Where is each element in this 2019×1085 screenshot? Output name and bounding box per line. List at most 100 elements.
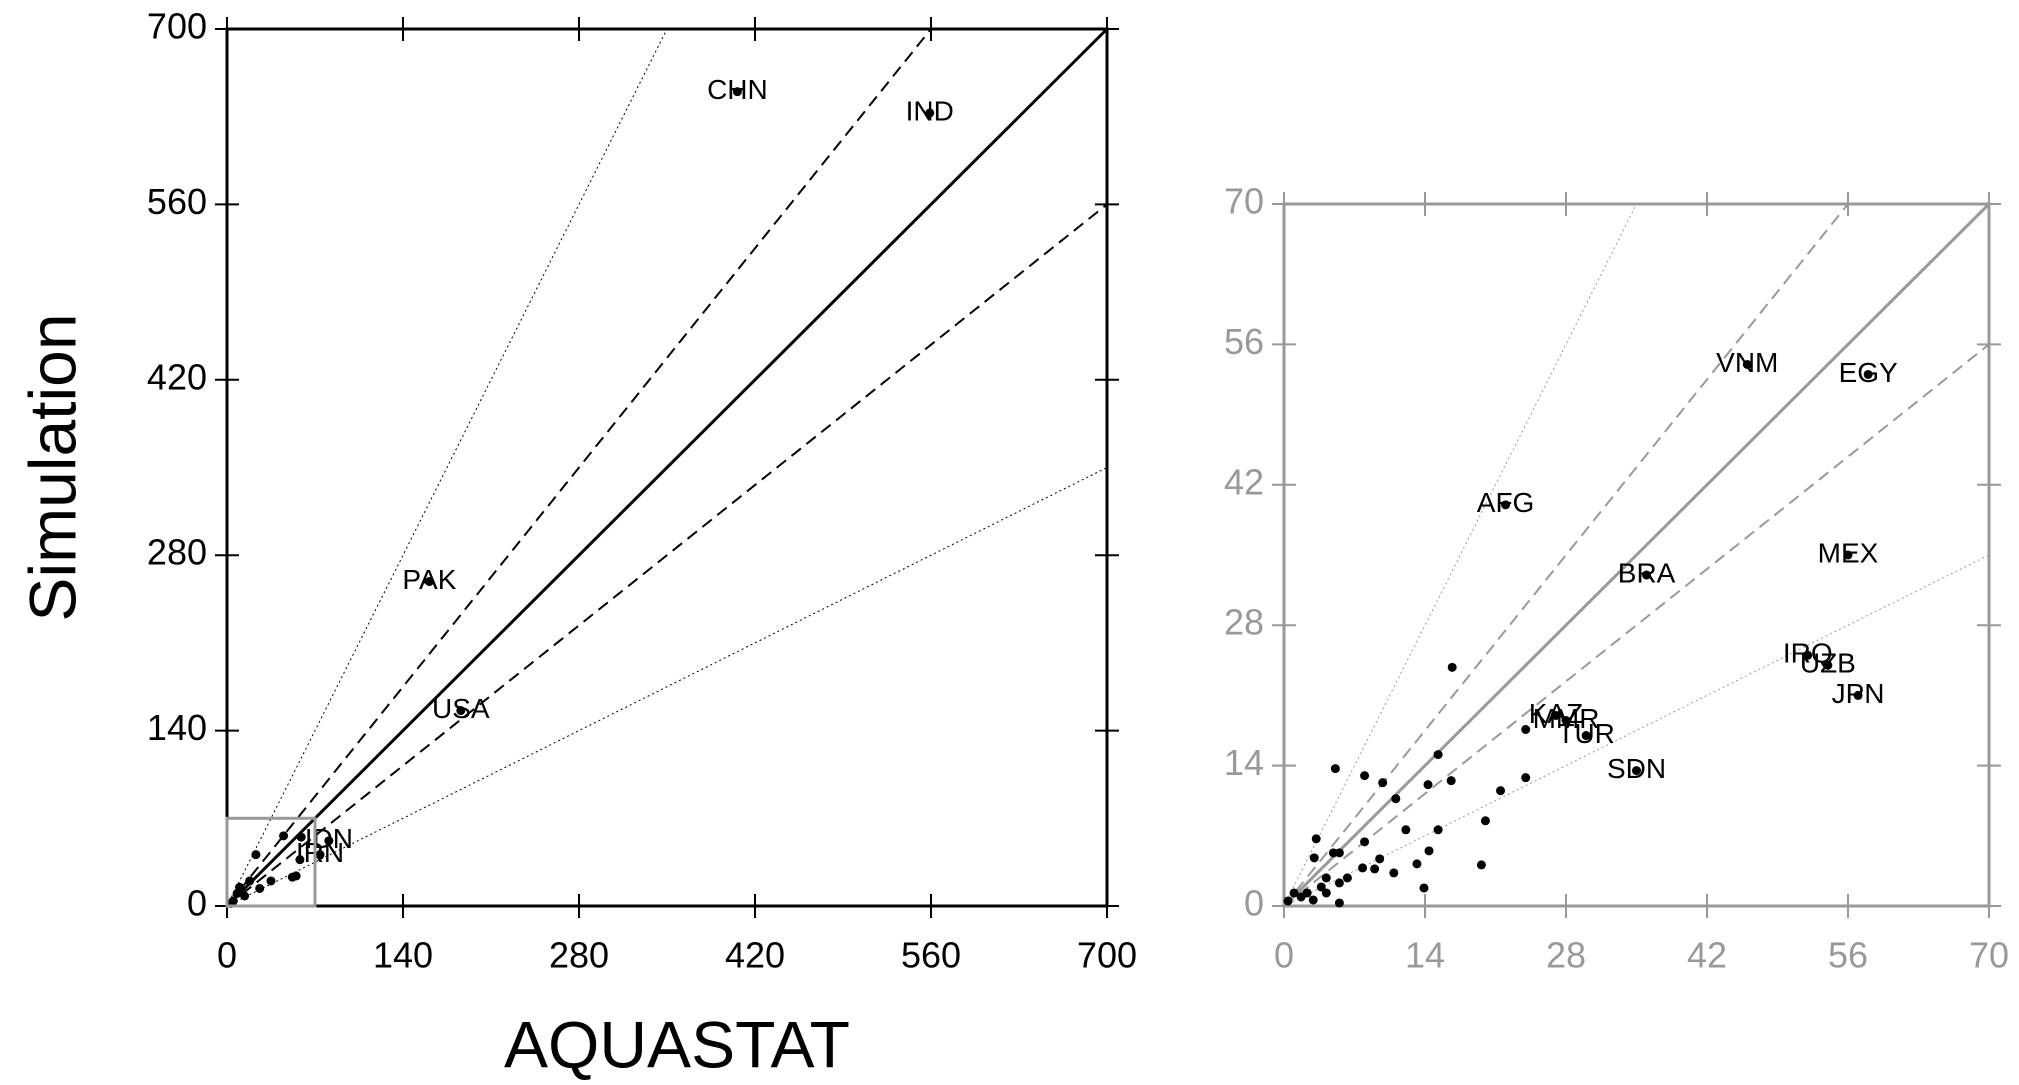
point-label: IND xyxy=(906,95,954,126)
y-axis-title: Simulation xyxy=(15,313,89,621)
y-tick-label: 700 xyxy=(147,6,207,47)
point xyxy=(279,831,289,841)
y-tick-label: 0 xyxy=(187,883,207,924)
x-tick-label: 28 xyxy=(1546,935,1586,976)
point xyxy=(1370,864,1380,874)
x-tick-label: 56 xyxy=(1828,935,1868,976)
plot-frame xyxy=(225,27,1109,908)
point xyxy=(1521,773,1531,783)
y-tick-label: 560 xyxy=(147,181,207,222)
point xyxy=(1308,895,1318,905)
point-label: MEX xyxy=(1818,537,1879,568)
point xyxy=(1289,888,1299,898)
point xyxy=(1476,860,1486,870)
x-axis-title: AQUASTAT xyxy=(504,1007,850,1081)
reference-line xyxy=(1283,203,1637,907)
point xyxy=(1328,848,1338,858)
reference-line xyxy=(225,27,1109,908)
point xyxy=(266,876,276,886)
y-tick-label: 14 xyxy=(1224,742,1264,783)
point xyxy=(1375,854,1385,864)
point xyxy=(1521,724,1531,734)
point xyxy=(315,850,325,860)
reference-line xyxy=(226,28,932,907)
point xyxy=(1330,764,1340,774)
point xyxy=(232,888,242,898)
point-label: JPN xyxy=(1832,678,1885,709)
point xyxy=(1742,359,1752,369)
point-label: IDN xyxy=(305,823,353,854)
y-tick-label: 0 xyxy=(1244,883,1264,924)
point xyxy=(1853,690,1863,700)
point-label: VNM xyxy=(1716,347,1778,378)
point-label: CHN xyxy=(707,74,768,105)
point xyxy=(324,836,334,846)
reference-line xyxy=(1283,343,1990,907)
point xyxy=(1334,898,1344,908)
y-tick-label: 420 xyxy=(147,356,207,397)
inset-box xyxy=(225,816,317,908)
x-tick-label: 700 xyxy=(1077,935,1137,976)
reference-line xyxy=(226,28,668,907)
point-label: KAZ xyxy=(1529,698,1583,729)
y-tick-label: 28 xyxy=(1224,602,1264,643)
x-tick-label: 0 xyxy=(217,935,237,976)
point xyxy=(287,872,297,882)
point xyxy=(240,891,250,901)
point xyxy=(1642,570,1652,580)
reference-line xyxy=(226,467,1108,907)
point xyxy=(296,832,306,842)
point xyxy=(1360,771,1370,781)
point xyxy=(1551,710,1561,720)
point xyxy=(1309,853,1319,863)
x-tick-label: 42 xyxy=(1687,935,1727,976)
point xyxy=(1823,660,1833,670)
reference-line xyxy=(226,203,1108,907)
x-tick-label: 14 xyxy=(1405,935,1445,976)
point xyxy=(1480,816,1490,826)
x-tick-label: 420 xyxy=(725,935,785,976)
x-tick-label: 140 xyxy=(373,935,433,976)
point-label: SDN xyxy=(1607,753,1666,784)
x-tick-label: 560 xyxy=(901,935,961,976)
point xyxy=(1334,878,1344,888)
y-tick-label: 56 xyxy=(1224,321,1264,362)
point xyxy=(245,876,255,886)
point xyxy=(1496,786,1506,796)
point xyxy=(1632,766,1641,776)
point-label: MMR xyxy=(1533,703,1600,734)
point xyxy=(295,855,305,865)
point-label: PAK xyxy=(402,564,456,595)
reference-line xyxy=(1283,554,1990,907)
point xyxy=(1311,834,1321,844)
y-tick-label: 70 xyxy=(1224,181,1264,222)
point xyxy=(1360,837,1370,847)
point-label: IRN xyxy=(296,837,344,868)
point-label: BRA xyxy=(1618,557,1676,588)
reference-line xyxy=(1283,203,1849,907)
point xyxy=(1321,873,1331,883)
point xyxy=(251,850,261,860)
point xyxy=(1321,888,1331,898)
point xyxy=(456,706,466,716)
point-label: USA xyxy=(432,693,490,724)
point xyxy=(1561,715,1571,725)
point xyxy=(1843,550,1853,560)
point xyxy=(1581,731,1591,741)
point xyxy=(1389,868,1399,878)
point xyxy=(255,883,265,893)
point xyxy=(1433,825,1443,835)
point xyxy=(424,577,434,587)
reference-line xyxy=(1282,202,1991,908)
point xyxy=(1446,776,1456,786)
point xyxy=(1342,873,1352,883)
point xyxy=(1433,750,1443,760)
point xyxy=(1412,859,1422,869)
y-tick-label: 42 xyxy=(1224,461,1264,502)
y-tick-label: 280 xyxy=(147,532,207,573)
point xyxy=(1316,882,1326,892)
point-label: UZB xyxy=(1800,648,1856,679)
x-tick-label: 0 xyxy=(1274,935,1294,976)
point xyxy=(1424,846,1434,856)
